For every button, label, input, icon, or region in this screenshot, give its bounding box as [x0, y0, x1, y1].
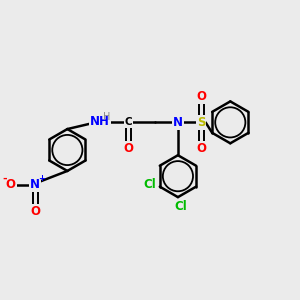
Text: Cl: Cl — [175, 200, 187, 213]
Text: S: S — [197, 116, 206, 129]
Text: O: O — [30, 205, 40, 218]
Text: NH: NH — [90, 115, 110, 128]
Text: O: O — [196, 90, 206, 103]
Text: +: + — [38, 174, 45, 183]
Text: N: N — [173, 116, 183, 129]
Text: H: H — [103, 112, 110, 122]
Text: O: O — [124, 142, 134, 155]
Text: O: O — [196, 142, 206, 155]
Text: O: O — [6, 178, 16, 191]
Text: -: - — [2, 173, 7, 184]
Text: C: C — [124, 117, 132, 128]
Text: N: N — [30, 178, 40, 191]
Text: Cl: Cl — [143, 178, 156, 191]
